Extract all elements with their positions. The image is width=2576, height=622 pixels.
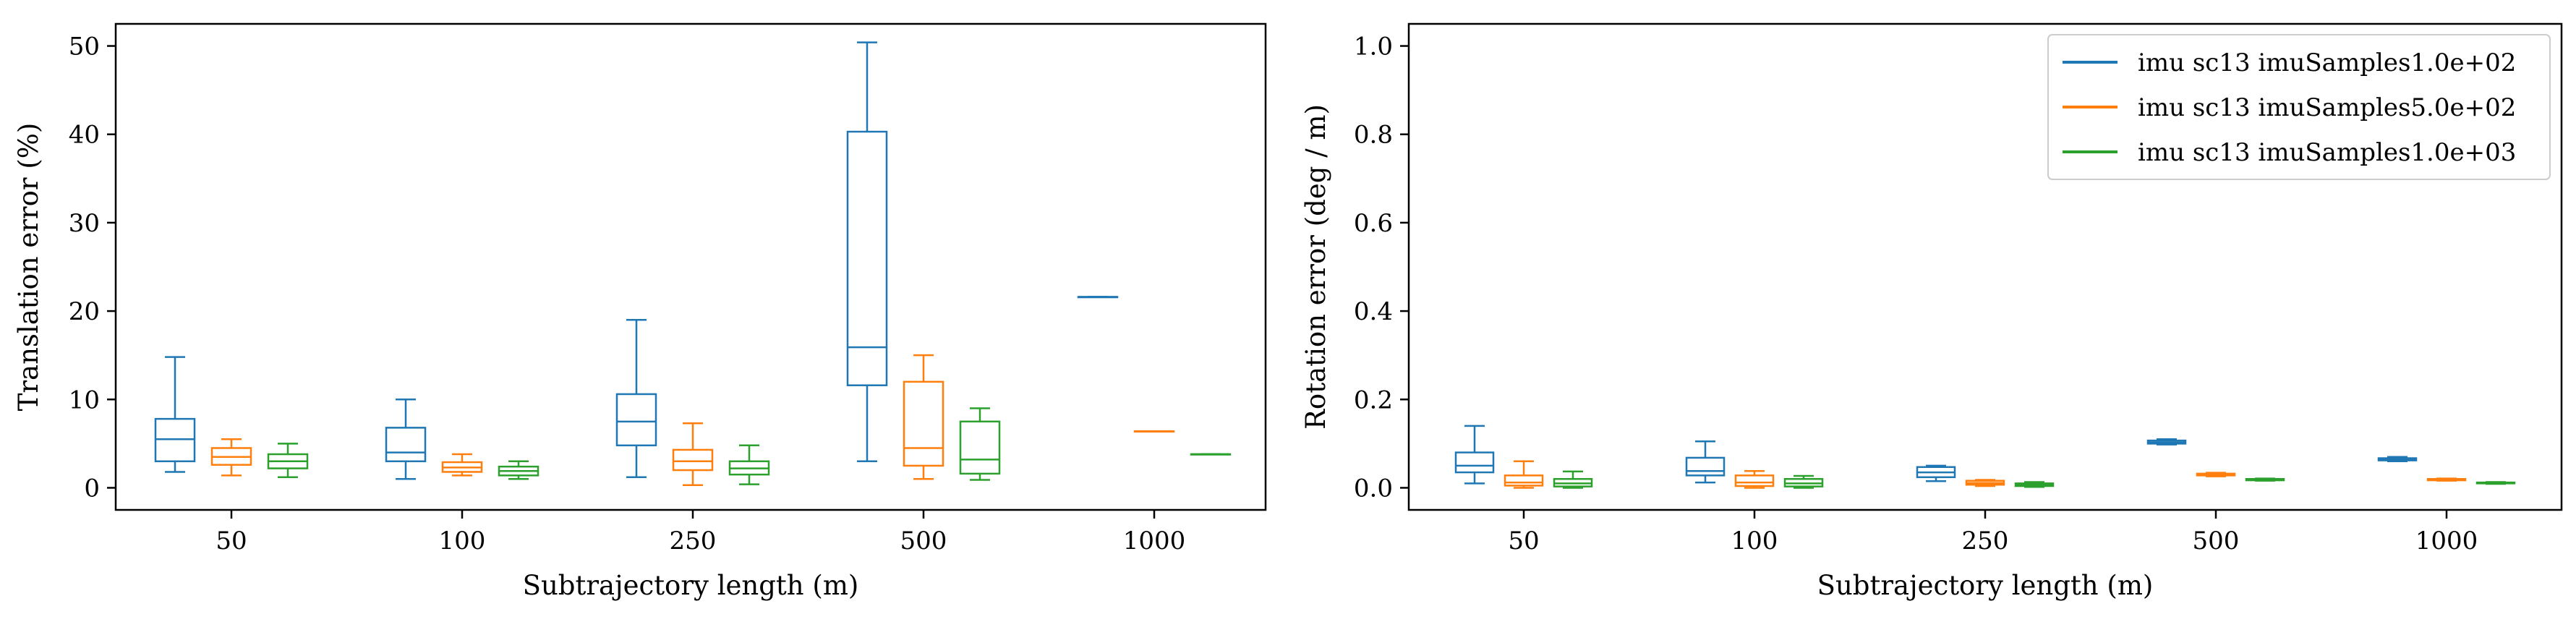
rotation-box-marks (1454, 425, 2516, 489)
legend-label-imuSamples1e02: imu sc13 imuSamples1.0e+02 (2138, 48, 2516, 77)
translation-box-100-series-2 (441, 453, 483, 477)
rotation-y-tick-label: 0.0 (1354, 474, 1393, 503)
rotation-x-tick-label: 500 (2193, 527, 2240, 555)
translation-axes-frame (114, 22, 1267, 511)
box-iqr (385, 427, 427, 463)
translation-y-tick-label: 40 (69, 121, 100, 150)
translation-x-axis-label: Subtrajectory length (m) (523, 570, 859, 601)
rotation-y-tick-label: 0.8 (1354, 121, 1393, 150)
legend-label-imuSamples1e03: imu sc13 imuSamples1.0e+03 (2138, 138, 2516, 167)
translation-x-tick-label: 250 (670, 527, 717, 555)
rotation-x-tick-label: 250 (1962, 527, 2009, 555)
legend-box (2047, 34, 2551, 180)
rotation-box-100-series-1 (1685, 440, 1726, 484)
box-iqr (846, 130, 888, 386)
translation-box-1000-series-2 (1133, 430, 1175, 433)
translation-y-ticks: 0 10 20 30 40 50 (69, 33, 116, 503)
rotation-x-axis-label: Subtrajectory length (m) (1817, 570, 2154, 601)
translation-box-100-series-1 (385, 399, 427, 480)
rotation-box-1000-series-3 (2475, 481, 2516, 485)
rotation-box-500-series-1 (2146, 438, 2187, 446)
translation-x-tick-label: 50 (216, 527, 247, 555)
translation-error-panel: 0 10 20 30 40 50 50 100 250 500 1000 Subtrajector… (13, 22, 1267, 601)
translation-box-1000-series-1 (1077, 296, 1119, 299)
translation-box-50-series-3 (267, 443, 309, 479)
rotation-y-axis-label: Rotation error (deg / m) (1300, 104, 1331, 430)
rotation-x-tick-label: 1000 (2415, 527, 2478, 555)
box-iqr (959, 420, 1001, 475)
box-iqr (1734, 474, 1775, 487)
rotation-y-tick-label: 1.0 (1354, 33, 1393, 61)
translation-box-100-series-3 (498, 460, 539, 480)
rotation-box-50-series-3 (1553, 470, 1593, 489)
rotation-x-ticks: 50 100 250 500 1000 (1508, 510, 2478, 555)
translation-y-tick-label: 20 (69, 297, 100, 326)
translation-y-axis-label: Translation error (%) (13, 123, 44, 412)
rotation-box-500-series-2 (2196, 472, 2236, 477)
box-iqr (1685, 456, 1726, 477)
translation-box-1000-series-3 (1190, 453, 1232, 456)
translation-y-tick-label: 10 (69, 385, 100, 414)
legend: imu sc13 imuSamples1.0e+02 imu sc13 imuS… (2047, 34, 2551, 180)
translation-x-tick-label: 100 (439, 527, 486, 555)
translation-x-ticks: 50 100 250 500 1000 (216, 510, 1185, 555)
rotation-box-100-series-3 (1783, 474, 1824, 489)
translation-box-500-series-3 (959, 407, 1001, 481)
rotation-y-tick-label: 0.2 (1354, 385, 1393, 414)
rotation-box-250-series-2 (1965, 479, 2005, 487)
rotation-box-50-series-2 (1504, 460, 1544, 489)
rotation-box-1000-series-2 (2426, 477, 2467, 482)
rotation-box-100-series-2 (1734, 469, 1775, 489)
translation-x-tick-label: 500 (900, 527, 947, 555)
translation-box-250-series-1 (615, 319, 657, 479)
translation-box-50-series-2 (210, 438, 252, 477)
box-iqr (615, 393, 657, 447)
box-iqr (672, 448, 714, 472)
rotation-y-ticks: 0.0 0.2 0.4 0.6 0.8 1.0 (1354, 33, 1409, 503)
translation-y-tick-label: 30 (69, 209, 100, 238)
rotation-y-tick-label: 0.4 (1354, 297, 1393, 326)
translation-box-500-series-2 (903, 354, 944, 480)
box-iqr (903, 380, 944, 467)
rotation-box-250-series-3 (2014, 481, 2055, 488)
translation-y-tick-label: 0 (84, 474, 100, 503)
rotation-box-1000-series-1 (2377, 456, 2418, 463)
rotation-box-500-series-3 (2245, 477, 2285, 482)
translation-x-tick-label: 1000 (1123, 527, 1186, 555)
box-iqr (1454, 451, 1495, 474)
rotation-box-250-series-1 (1916, 464, 1956, 482)
rotation-box-50-series-1 (1454, 425, 1495, 485)
translation-box-250-series-3 (728, 444, 770, 485)
translation-y-tick-label: 50 (69, 33, 100, 61)
translation-box-250-series-2 (672, 422, 714, 487)
box-iqr (1504, 474, 1544, 487)
rotation-y-tick-label: 0.6 (1354, 209, 1393, 238)
translation-box-marks (154, 41, 1232, 487)
translation-box-500-series-1 (846, 41, 888, 463)
rotation-x-tick-label: 50 (1508, 527, 1539, 555)
rotation-x-tick-label: 100 (1731, 527, 1778, 555)
legend-label-imuSamples5e02: imu sc13 imuSamples5.0e+02 (2138, 93, 2516, 122)
translation-box-50-series-1 (154, 356, 196, 473)
rotation-error-panel: 0.0 0.2 0.4 0.6 0.8 1.0 50 100 250 500 1000 Subtr… (1300, 22, 2563, 601)
